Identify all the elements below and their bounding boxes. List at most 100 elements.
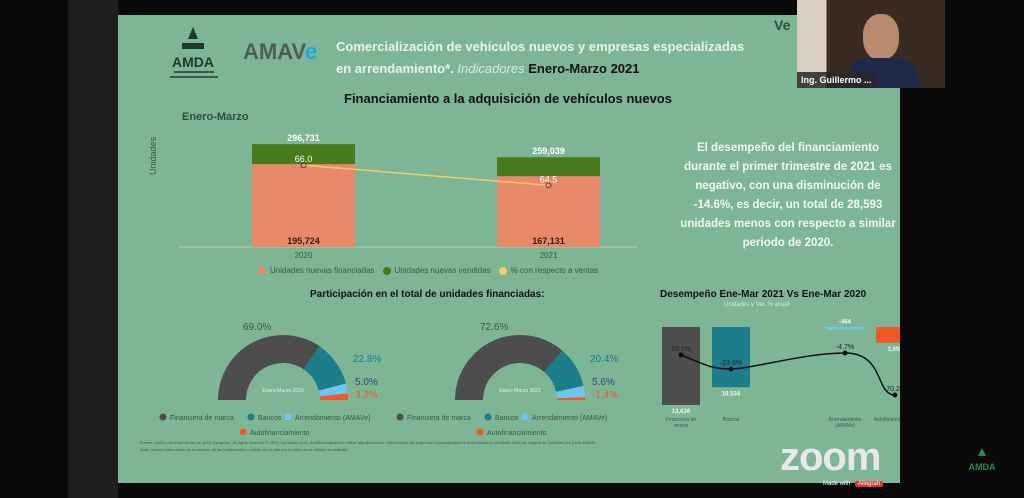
legend-dot <box>159 413 167 421</box>
donut-center-label: Enero-Marzo 2020 <box>262 388 304 394</box>
donut-pct-label: 5.0% <box>355 377 378 388</box>
participant-face <box>863 14 899 60</box>
donut-pct-label: 3.2% <box>355 390 378 401</box>
bar-sold <box>497 157 600 177</box>
donut-slice <box>318 383 348 397</box>
pct-point <box>545 182 552 189</box>
donut-pct-label: 5.6% <box>592 377 615 388</box>
pct-change-label: -23.6% <box>720 360 742 367</box>
donut-pct-label: 69.0% <box>243 322 271 333</box>
participant-name: Ing. Guillermo ... <box>797 72 876 88</box>
legend-sold: Unidades nuevas vendidas <box>382 266 491 275</box>
sold-value-label: 259,039 <box>532 146 565 156</box>
legend-pct: % con respecto a ventas <box>498 266 599 275</box>
donut-pct-label: -1.4% <box>592 390 618 401</box>
bar-sold <box>252 144 355 165</box>
performance-description: El desempeño del financiamiento durante … <box>680 142 896 249</box>
pct-change-point <box>678 352 684 358</box>
pct-change-point <box>842 350 848 356</box>
performance-value-label: 13,636 <box>672 409 691 415</box>
footnote-line: Nota: Incluye información de la mayoría … <box>140 447 348 452</box>
made-with-badge: Made with Allegrah <box>820 480 884 488</box>
donut-slice <box>544 350 584 392</box>
performance-category-label: Financiera de marca <box>666 417 697 429</box>
legend-label: Unidades nuevas vendidas <box>394 266 491 275</box>
legend-dot <box>484 413 492 421</box>
legend-dot <box>521 413 529 421</box>
pct-change-label: -4.7% <box>836 344 854 351</box>
legend-label: Autofinanciamiento <box>487 430 547 435</box>
legend-dot <box>396 413 404 421</box>
donut-pct-label: 22.8% <box>353 354 381 365</box>
donut-slice <box>319 393 348 400</box>
participant-video[interactable]: Ing. Guillermo ... <box>797 0 945 88</box>
performance-chart: 13,636 Financiera de marca 10,534 Bancos -464… <box>662 320 900 429</box>
financing-bar-chart: 296,731 195,724 2020 259,039 167,131 2021 66.0… <box>178 133 638 260</box>
pct-change-label: -70.2% <box>884 386 900 393</box>
x-tick-label: 2021 <box>540 251 558 260</box>
pct-label: 66.0 <box>295 154 313 164</box>
footnote: Fuente: AMDA con información de JATO Dyn… <box>140 439 760 453</box>
performance-category-label: Arrendamiento (AMAVe) <box>829 417 862 429</box>
pct-label: 64.5 <box>540 174 558 184</box>
presentation-slide: AMDA AMAVe Ve Comercialización de vehícu… <box>118 15 900 483</box>
legend-label: Arrendamiento (AMAVe) <box>295 415 370 422</box>
pct-change-line <box>680 352 896 396</box>
legend-label: Unidades nuevas financiadas <box>270 266 375 275</box>
legend-label: Bancos <box>258 415 282 422</box>
performance-bar <box>876 327 900 343</box>
x-tick-label: 2020 <box>295 251 313 260</box>
participation-title: Participación en el total de unidades fi… <box>310 289 545 300</box>
brand-tag: Allegrah <box>855 481 884 487</box>
cut-off-text: Ve <box>774 17 791 33</box>
footnote-line: Fuente: AMDA con información de JATO Dyn… <box>140 440 597 445</box>
donut-center-label: Enero-Marzo 2021 <box>499 388 541 394</box>
donut-slice <box>556 397 585 400</box>
title-period: Enero-Marzo 2021 <box>528 61 640 76</box>
sold-value-label: 296,731 <box>287 133 320 143</box>
chart-title: Financiamiento a la adquisición de vehíc… <box>344 91 672 106</box>
amda-watermark-logo: AMDA <box>969 448 996 472</box>
financed-value-label: 195,724 <box>287 236 320 246</box>
legend-dot <box>476 428 484 435</box>
performance-category-label: Bancos <box>723 417 740 423</box>
donut-pct-label: 20.4% <box>590 354 618 365</box>
legend-dot <box>239 428 247 435</box>
pct-change-point <box>892 392 898 398</box>
period-label: Enero-Marzo <box>182 111 249 123</box>
svg-text:AMDA: AMDA <box>969 462 996 472</box>
legend-dot <box>247 413 255 421</box>
legend-dot <box>284 413 292 421</box>
pct-change-label: 10.1% <box>671 346 691 353</box>
slide-title-line2: en arrendamiento*. Indicadores Enero-Mar… <box>336 61 640 76</box>
legend-label: Financiera de marca <box>407 415 471 422</box>
performance-bar <box>662 327 700 405</box>
amda-logo: AMDA <box>170 27 218 78</box>
performance-value-label: 10,534 <box>722 391 741 397</box>
made-with-label: Made with <box>823 481 851 487</box>
svg-text:AMDA: AMDA <box>172 54 214 70</box>
legend-label: Bancos <box>495 415 519 422</box>
pct-line <box>303 164 549 187</box>
donut-slice <box>303 346 346 391</box>
performance-category-label: Autofinanciamiento <box>874 417 900 423</box>
title-part: en arrendamiento*. <box>336 61 454 76</box>
performance-bar <box>712 327 750 388</box>
left-panel <box>68 0 118 498</box>
title-part: Indicadores <box>457 61 525 76</box>
zoom-logo: zoom <box>780 435 881 479</box>
donut-pct-label: 72.6% <box>480 322 508 333</box>
donut-slice <box>455 335 563 400</box>
performance-value-label: -464 <box>839 320 852 326</box>
amave-logo: AMAVe <box>243 39 318 64</box>
participation-donut-charts: 69.0% 22.8% 5.0% 3.2% Enero-Marzo 2020 Financ… <box>159 322 618 435</box>
financed-value-label: 167,131 <box>532 236 565 246</box>
performance-subtitle: Unidades y Var. % anual <box>724 302 790 308</box>
legend-label: % con respecto a ventas <box>510 266 599 275</box>
slide-title: Comercialización de vehículos nuevos y e… <box>336 39 745 54</box>
performance-value-label: 3,955 <box>887 347 900 353</box>
performance-bar <box>826 327 864 330</box>
legend-label: Arrendamiento (AMAVe) <box>532 415 607 422</box>
legend-label: Financiera de marca <box>170 415 234 422</box>
legend-financed: Unidades nuevas financiadas <box>258 266 375 275</box>
